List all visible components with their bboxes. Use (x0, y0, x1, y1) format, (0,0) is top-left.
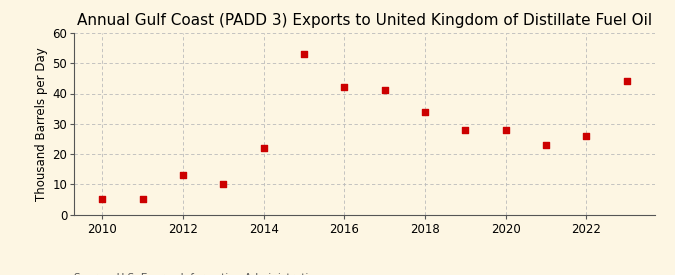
Point (580, 134, 591, 138)
Y-axis label: Thousand Barrels per Day: Thousand Barrels per Day (35, 47, 49, 201)
Point (460, 128, 470, 132)
Point (298, 52, 309, 56)
Title: Annual Gulf Coast (PADD 3) Exports to United Kingdom of Distillate Fuel Oil: Annual Gulf Coast (PADD 3) Exports to Un… (77, 13, 652, 28)
Point (500, 128, 511, 132)
Point (97, 197, 108, 202)
Text: Source: U.S. Energy Information Administration: Source: U.S. Energy Information Administ… (74, 273, 321, 275)
Point (178, 173, 188, 177)
Point (420, 109, 431, 114)
Point (621, 79, 632, 84)
Point (541, 143, 551, 147)
Point (138, 197, 148, 202)
Point (259, 146, 269, 150)
Point (379, 88, 390, 93)
Point (339, 85, 350, 90)
Point (218, 182, 229, 186)
